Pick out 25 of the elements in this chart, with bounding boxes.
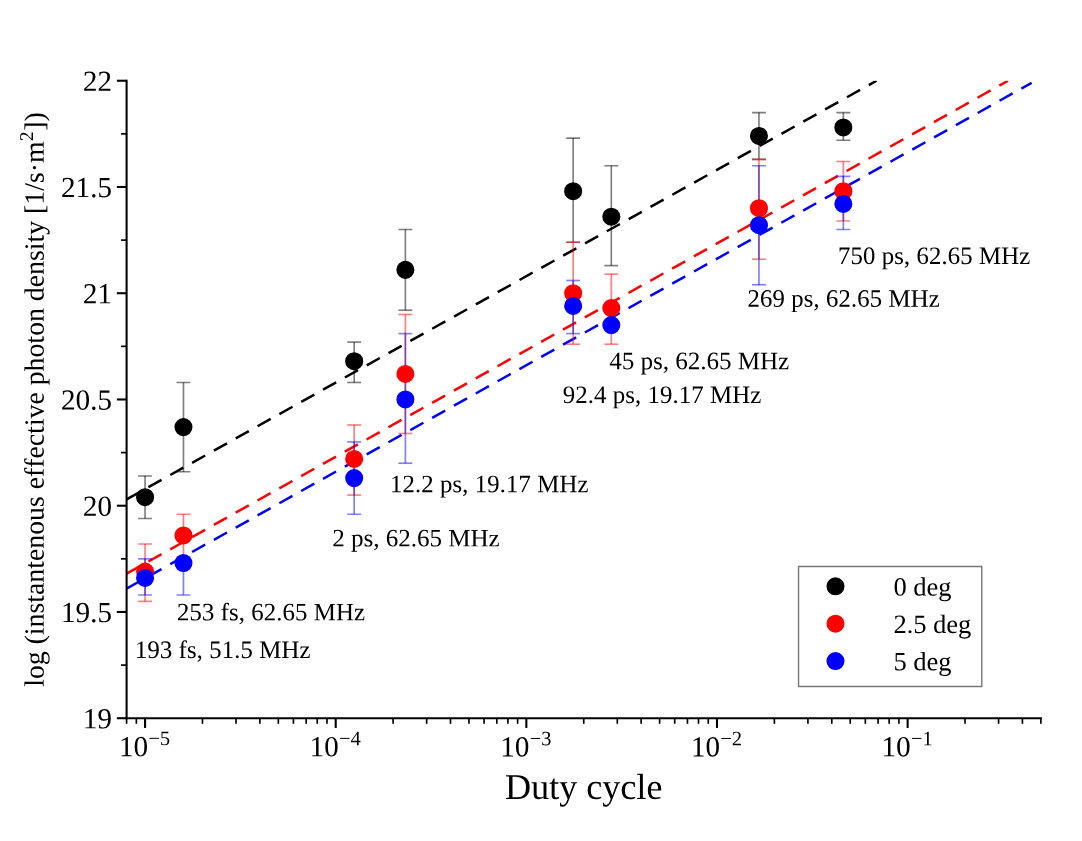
legend-label: 5 deg [895,651,951,676]
x-tick-label: 10$^{−5}$ [121,731,170,757]
y-tick-label: 21.5 [62,177,111,198]
y-tick-label: 22 [84,71,111,91]
y-tick-label: 21 [84,284,111,304]
y-tick-label: 19 [85,709,111,729]
annotation: 2 ps, 62.65 MHz [333,529,499,552]
annotation: 253 fs, 62.65 MHz [177,602,365,625]
x-tick-label: 10$^{−4}$ [312,731,361,757]
y-axis-title: log (instantenous effective photon density [1/s·m$^{2}$]) [20,113,50,687]
x-axis-title: Duty cycle [506,773,662,807]
legend-label: 2.5 deg [894,614,971,639]
annotation: 269 ps, 62.65 MHz [748,290,940,312]
x-tick-label: 10$^{−2}$ [693,731,741,757]
annotation: 92.4 ps, 19.17 MHz [563,386,761,409]
y-tick-label: 20.5 [62,390,111,411]
x-tick-label: 10$^{−1}$ [884,731,932,757]
annotation: 12.2 ps, 19.17 MHz [392,475,588,498]
annotation: 193 fs, 51.5 MHz [137,640,310,662]
x-tick-label: 10$^{−3}$ [502,731,551,757]
y-tick-label: 19.5 [63,602,111,623]
annotation: 45 ps, 62.65 MHz [609,352,789,375]
legend-label: 0 deg [894,577,951,602]
y-tick-label: 20 [84,496,111,517]
annotation: 750 ps, 62.65 MHz [839,247,1030,270]
